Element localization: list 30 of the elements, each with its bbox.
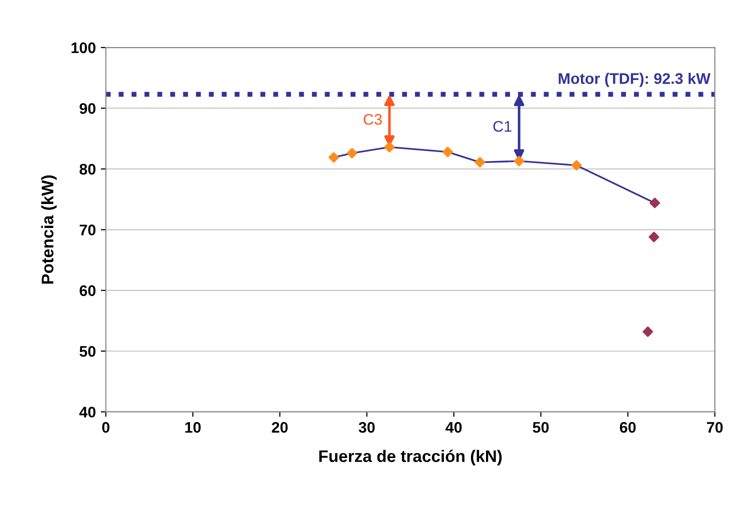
y-tick-label: 40 <box>79 406 96 418</box>
x-axis-title: Fuerza de tracción (kN) <box>319 450 502 466</box>
x-tick-label: 0 <box>102 422 110 433</box>
x-tick-label: 70 <box>707 422 723 433</box>
y-tick-label: 100 <box>72 42 96 54</box>
x-tick-label: 60 <box>620 422 636 433</box>
ref-line-label: Motor (TDF): 92.3 kW <box>558 72 710 87</box>
x-tick-label: 30 <box>358 422 375 433</box>
point <box>642 326 654 337</box>
point <box>514 156 524 166</box>
point <box>328 152 340 163</box>
point <box>384 142 395 152</box>
y-tick-label: 60 <box>80 285 96 296</box>
x-tick-label: 20 <box>272 422 288 433</box>
y-tick-label: 90 <box>80 103 96 114</box>
x-tick-label: 50 <box>532 422 549 433</box>
point <box>648 232 660 242</box>
annotation: C3 <box>364 114 382 125</box>
annotation: C1 <box>493 120 512 132</box>
point <box>650 198 660 208</box>
point <box>346 148 358 158</box>
y-tick-label: 80 <box>80 164 96 175</box>
y-tick-label: 70 <box>80 224 96 236</box>
y-tick-label: 50 <box>80 346 96 357</box>
point <box>442 146 454 158</box>
x-tick-label: 10 <box>185 422 201 433</box>
point <box>571 160 582 171</box>
x-tick-label: 40 <box>446 422 462 433</box>
y-axis-title: Potencia (kW) <box>41 175 57 284</box>
point <box>474 156 486 168</box>
